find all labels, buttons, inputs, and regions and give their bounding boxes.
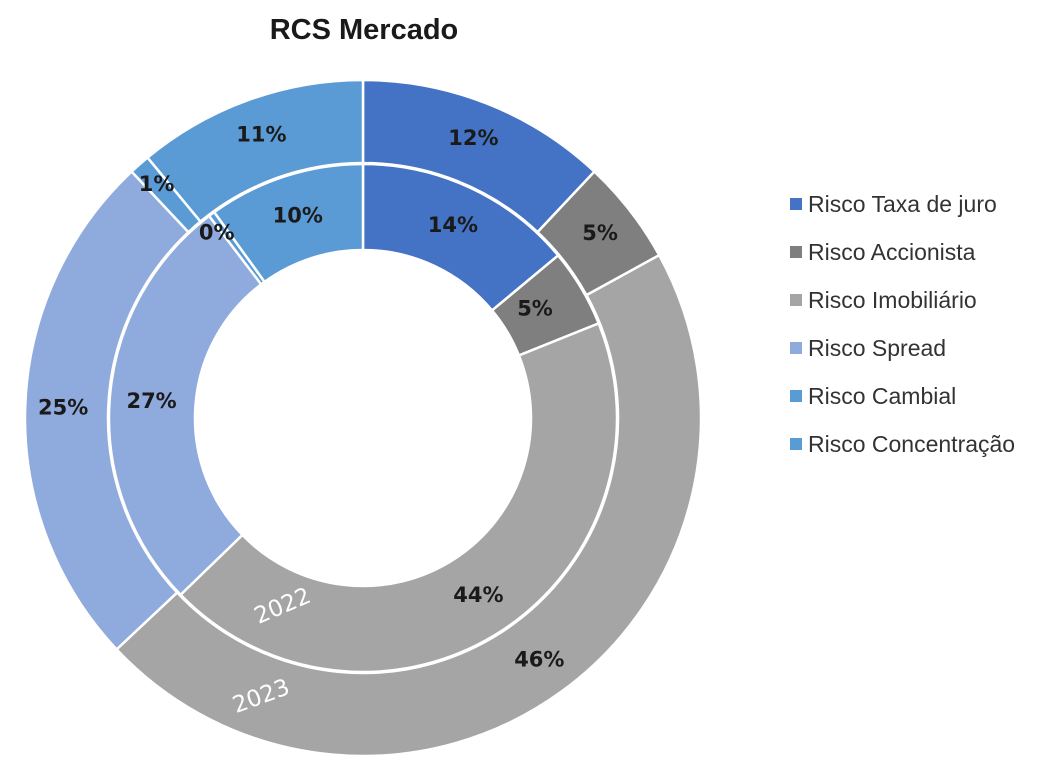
legend-swatch <box>790 294 802 306</box>
legend-swatch <box>790 342 802 354</box>
data-label-2022-2: 44% <box>453 583 503 607</box>
data-label-2022-0: 14% <box>428 213 478 237</box>
ring-2022 <box>107 162 619 674</box>
chart-title: RCS Mercado <box>269 14 459 46</box>
legend-item: Risco Taxa de juro <box>790 180 1015 228</box>
data-label-2022-5: 10% <box>273 203 323 227</box>
legend-item: Risco Concentração <box>790 420 1015 468</box>
data-label-2023-2: 46% <box>514 648 564 672</box>
legend-label: Risco Accionista <box>808 238 976 265</box>
legend-label: Risco Concentração <box>808 430 1016 457</box>
legend-item: Risco Cambial <box>790 372 1015 420</box>
data-label-2022-4: 0% <box>199 221 235 245</box>
legend-item: Risco Accionista <box>790 228 1015 276</box>
data-label-2022-3: 27% <box>126 389 176 413</box>
data-label-2023-3: 25% <box>38 396 88 420</box>
slice-2022-5 <box>212 162 365 284</box>
slice-2022-3 <box>107 214 263 597</box>
legend-item: Risco Spread <box>790 324 1015 372</box>
legend-label: Risco Taxa de juro <box>808 190 997 217</box>
legend-swatch <box>790 198 802 210</box>
legend-label: Risco Spread <box>808 334 947 361</box>
legend-swatch <box>790 438 802 450</box>
data-label-2022-1: 5% <box>517 296 553 320</box>
legend-label: Risco Cambial <box>808 382 957 409</box>
legend-item: Risco Imobiliário <box>790 276 1015 324</box>
data-label-2023-4: 1% <box>139 172 175 196</box>
legend-label: Risco Imobiliário <box>808 286 977 313</box>
legend-swatch <box>790 246 802 258</box>
legend-swatch <box>790 390 802 402</box>
data-label-2023-5: 11% <box>236 123 286 147</box>
data-label-2023-1: 5% <box>582 221 618 245</box>
legend: Risco Taxa de juro Risco Accionista Risco … <box>790 180 1015 468</box>
slice-2022-2 <box>178 321 619 674</box>
data-label-2023-0: 12% <box>448 126 498 150</box>
